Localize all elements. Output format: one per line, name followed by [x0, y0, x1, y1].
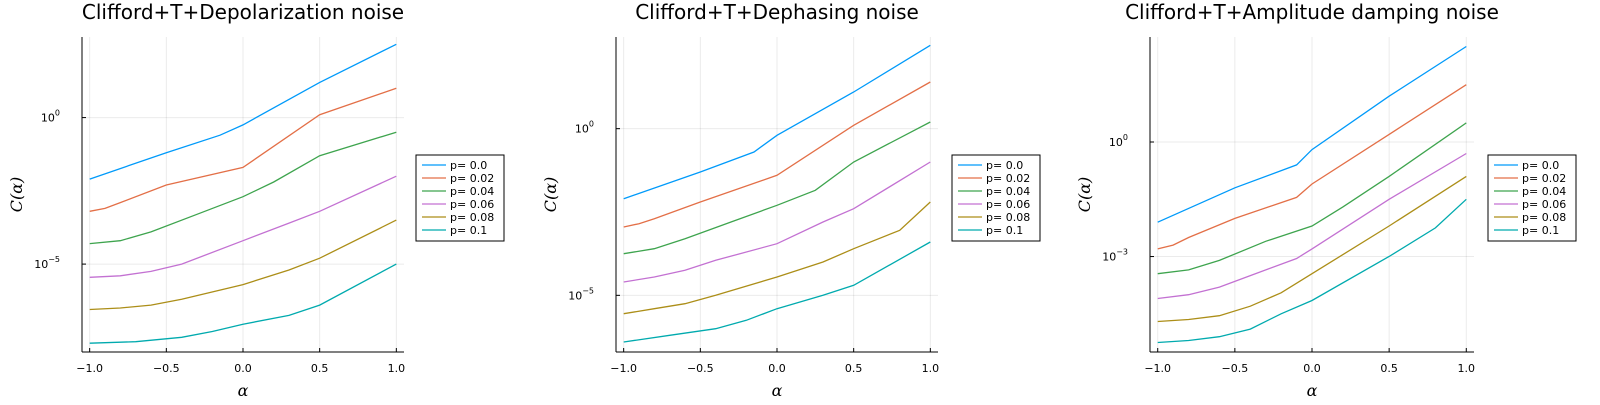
series-line-3 — [1157, 122, 1467, 275]
y-tick-label: 100 — [575, 120, 594, 136]
y-tick-label: 10−5 — [34, 255, 60, 271]
legend-label: p= 0.1 — [1522, 224, 1559, 237]
x-tick-label: 0.0 — [234, 362, 252, 375]
x-tick-label: −0.5 — [153, 362, 180, 375]
legend-label: p= 0.1 — [450, 224, 487, 237]
legend: p= 0.0p= 0.02p= 0.04p= 0.06p= 0.08p= 0.1 — [951, 154, 1041, 242]
legend: p= 0.0p= 0.02p= 0.04p= 0.06p= 0.08p= 0.1 — [415, 154, 505, 242]
x-tick-label: 0.5 — [1380, 362, 1398, 375]
series-line-4 — [1157, 152, 1467, 300]
legend: p= 0.0p= 0.02p= 0.04p= 0.06p= 0.08p= 0.1 — [1487, 154, 1577, 242]
y-axis-label: C(α) — [1075, 177, 1094, 213]
x-tick-label: −1.0 — [76, 362, 103, 375]
series-line-5 — [623, 201, 931, 315]
y-tick-label: 100 — [41, 109, 60, 125]
x-axis-label: α — [1307, 381, 1318, 400]
series-line-6 — [623, 241, 931, 343]
series-line-5 — [1157, 175, 1467, 323]
legend-label: p= 0.0 — [1522, 159, 1559, 172]
legend-box — [1487, 154, 1577, 242]
x-tick-label: −1.0 — [1144, 362, 1171, 375]
legend-label: p= 0.04 — [986, 185, 1030, 198]
legend-label: p= 0.04 — [450, 185, 494, 198]
series-group — [1157, 45, 1467, 344]
x-tick-label: 0.5 — [845, 362, 863, 375]
chart-panel-3: −1.0 −0.5 0.0 0.5 1.0 100 10−3 Clifford+T+Ampli… — [1075, 0, 1577, 400]
legend-label: p= 0.02 — [1522, 172, 1566, 185]
y-tick-label: 100 — [1109, 133, 1128, 149]
series-group — [89, 43, 397, 344]
series-line-6 — [89, 263, 397, 344]
x-axis-label: α — [772, 381, 783, 400]
series-line-3 — [623, 121, 931, 255]
x-tick-label: 1.0 — [1458, 362, 1476, 375]
chart-title: Clifford+T+Amplitude damping noise — [1125, 0, 1499, 24]
legend-label: p= 0.04 — [1522, 185, 1566, 198]
x-axis-label: α — [238, 381, 249, 400]
legend-label: p= 0.1 — [986, 224, 1023, 237]
legend-label: p= 0.02 — [450, 172, 494, 185]
legend-label: p= 0.08 — [986, 211, 1030, 224]
legend-label: p= 0.06 — [986, 198, 1030, 211]
x-tick-label: 0.5 — [311, 362, 329, 375]
series-line-2 — [89, 87, 397, 212]
x-tick-label: 1.0 — [388, 362, 406, 375]
chart-panel-1: −1.0 −0.5 0.0 0.5 1.0 100 10−5 Clifford+T+Depol… — [7, 0, 505, 400]
y-tick-label: 10−5 — [568, 286, 594, 302]
x-tick-label: 0.0 — [768, 362, 786, 375]
y-tick-label: 10−3 — [1102, 248, 1128, 264]
legend-box — [951, 154, 1041, 242]
series-line-4 — [89, 175, 397, 278]
x-tick-label: −0.5 — [687, 362, 714, 375]
series-line-1 — [623, 44, 931, 200]
chart-panel-2: −1.0 −0.5 0.0 0.5 1.0 100 10−5 Clifford+T+Depha… — [541, 0, 1041, 400]
series-line-4 — [623, 161, 931, 283]
series-line-6 — [1157, 198, 1467, 344]
series-group — [623, 44, 931, 343]
x-tick-label: −1.0 — [610, 362, 637, 375]
chart-title: Clifford+T+Dephasing noise — [635, 0, 919, 24]
legend-label: p= 0.06 — [450, 198, 494, 211]
x-tick-label: −0.5 — [1221, 362, 1248, 375]
legend-label: p= 0.02 — [986, 172, 1030, 185]
x-tick-label: 1.0 — [922, 362, 940, 375]
series-line-5 — [89, 219, 397, 311]
legend-label: p= 0.06 — [1522, 198, 1566, 211]
legend-label: p= 0.08 — [1522, 211, 1566, 224]
series-line-2 — [1157, 84, 1467, 250]
series-line-2 — [623, 81, 931, 228]
series-line-3 — [89, 131, 397, 245]
series-line-1 — [1157, 45, 1467, 223]
legend-label: p= 0.0 — [450, 159, 487, 172]
y-axis-label: C(α) — [541, 177, 560, 213]
x-tick-label: 0.0 — [1303, 362, 1321, 375]
series-line-1 — [89, 43, 397, 180]
legend-label: p= 0.08 — [450, 211, 494, 224]
y-axis-label: C(α) — [7, 177, 26, 213]
legend-label: p= 0.0 — [986, 159, 1023, 172]
chart-title: Clifford+T+Depolarization noise — [82, 0, 404, 24]
legend-box — [415, 154, 505, 242]
